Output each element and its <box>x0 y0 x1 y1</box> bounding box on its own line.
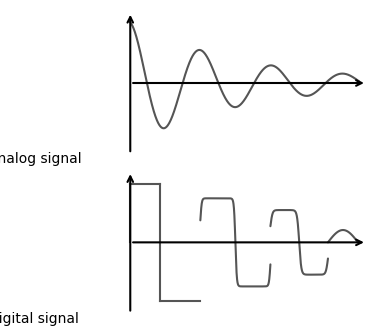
Text: Analog signal: Analog signal <box>0 152 81 166</box>
Text: Digital signal: Digital signal <box>0 312 78 326</box>
